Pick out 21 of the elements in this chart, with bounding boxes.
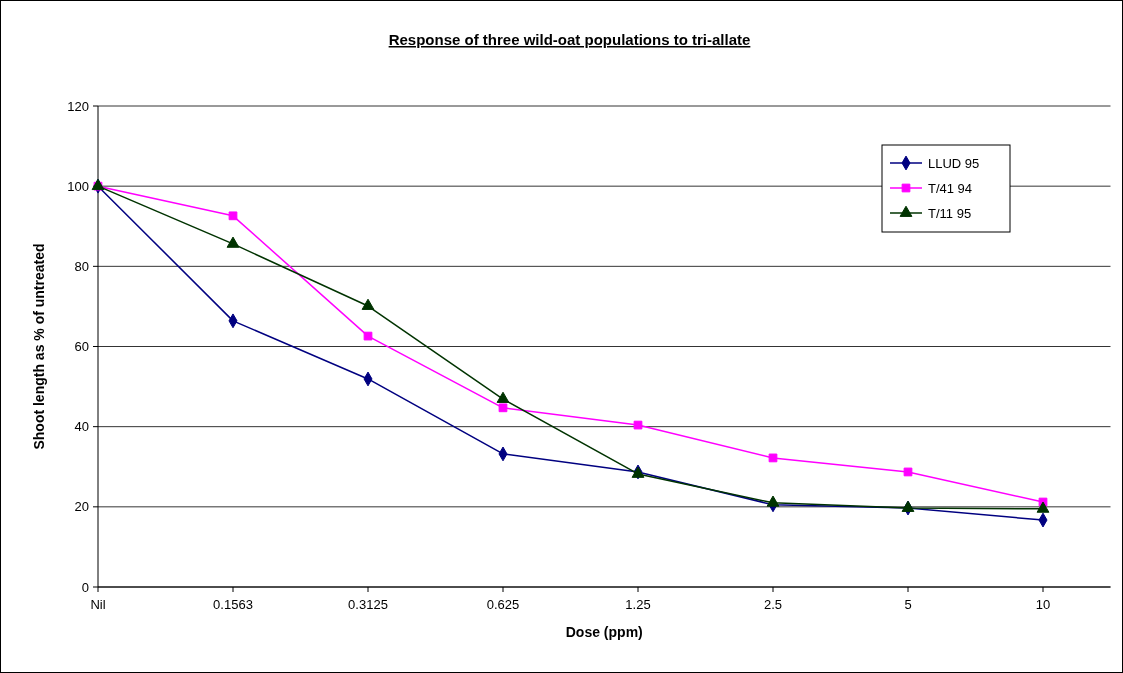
legend-label: T/11 95 — [928, 206, 972, 221]
y-tick-label: 80 — [74, 258, 89, 274]
x-tick-label: 0.625 — [486, 597, 520, 612]
y-tick-label: 0 — [81, 579, 89, 595]
y-tick-label: 40 — [74, 419, 89, 435]
y-tick-label: 60 — [74, 339, 89, 354]
chart-title: Response of three wild-oat populations to tri-allate — [388, 31, 751, 48]
y-tick-label: 100 — [67, 178, 89, 194]
x-tick-label: Nil — [90, 597, 106, 612]
x-tick-label: 5 — [904, 597, 912, 612]
y-tick-label: 120 — [67, 98, 89, 114]
x-tick-label: 0.1563 — [213, 597, 253, 612]
x-tick-label: 0.3125 — [348, 597, 388, 612]
x-tick-label: 1.25 — [625, 597, 651, 612]
legend-label: LLUD 95 — [928, 156, 980, 171]
x-tick-label: 10 — [1035, 597, 1051, 612]
x-axis-title: Dose (ppm) — [565, 624, 643, 640]
y-tick-label: 20 — [74, 499, 89, 515]
x-tick-label: 2.5 — [763, 597, 783, 612]
legend-label: T/41 94 — [928, 181, 973, 196]
y-axis-title: Shoot length as % of untreated — [31, 243, 47, 450]
